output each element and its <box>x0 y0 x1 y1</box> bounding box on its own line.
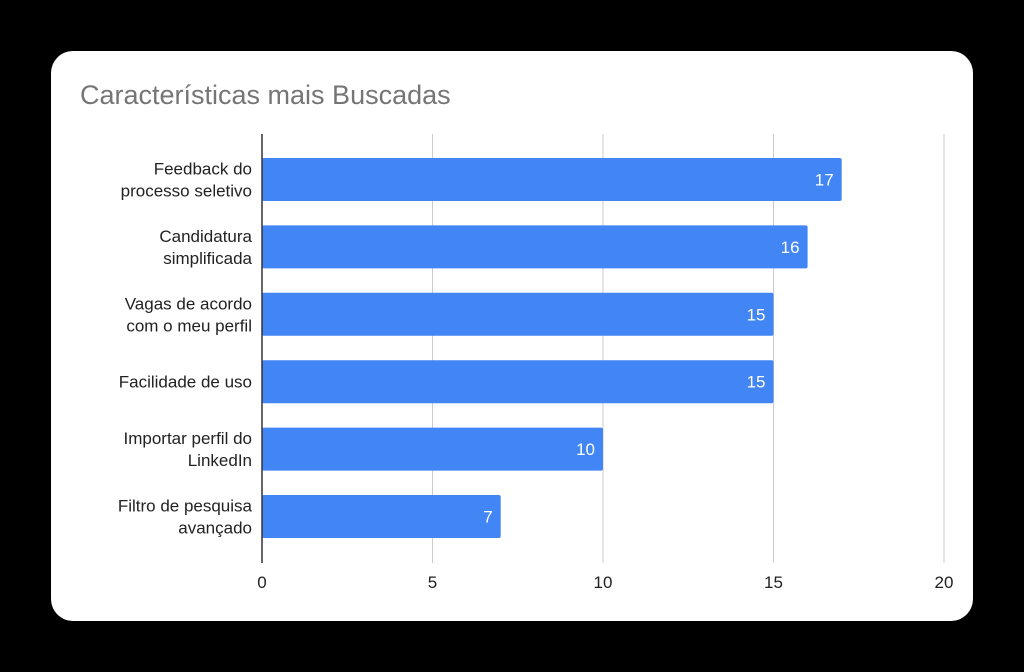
bar <box>262 225 808 269</box>
x-tick-label: 20 <box>935 573 954 592</box>
category-label: com o meu perfil <box>126 316 252 335</box>
category-label: avançado <box>178 519 252 538</box>
bar-value-label: 7 <box>483 508 492 527</box>
category-label: Facilidade de uso <box>119 373 252 392</box>
category-label: processo seletivo <box>121 182 252 201</box>
bar-value-label: 16 <box>781 238 800 257</box>
bar-value-label: 15 <box>747 373 766 392</box>
x-tick-label: 5 <box>428 573 437 592</box>
x-tick-label: 15 <box>764 573 783 592</box>
labels: 0 5 10 15 20 17 Feedback do processo seletivo 16… <box>118 160 954 593</box>
bar <box>262 495 501 538</box>
bar <box>262 427 603 471</box>
bar <box>262 360 774 404</box>
category-label: Vagas de acordo <box>125 294 252 313</box>
bar-value-label: 15 <box>747 305 766 324</box>
bar <box>262 292 774 336</box>
bar <box>262 158 842 201</box>
x-tick-label: 10 <box>594 573 613 592</box>
category-label: Filtro de pesquisa <box>118 497 253 516</box>
category-label: Importar perfil do <box>124 429 253 448</box>
category-label: Candidatura <box>159 227 252 246</box>
x-tick-label: 0 <box>257 573 266 592</box>
category-label: simplificada <box>163 249 252 268</box>
bar-value-label: 10 <box>576 440 595 459</box>
gridlines <box>432 134 945 563</box>
category-label: Feedback do <box>154 160 252 179</box>
chart-title: Características mais Buscadas <box>80 80 451 110</box>
bar-value-label: 17 <box>815 171 834 190</box>
bars <box>262 158 842 538</box>
category-label: LinkedIn <box>188 451 252 470</box>
chart-card <box>51 51 973 621</box>
